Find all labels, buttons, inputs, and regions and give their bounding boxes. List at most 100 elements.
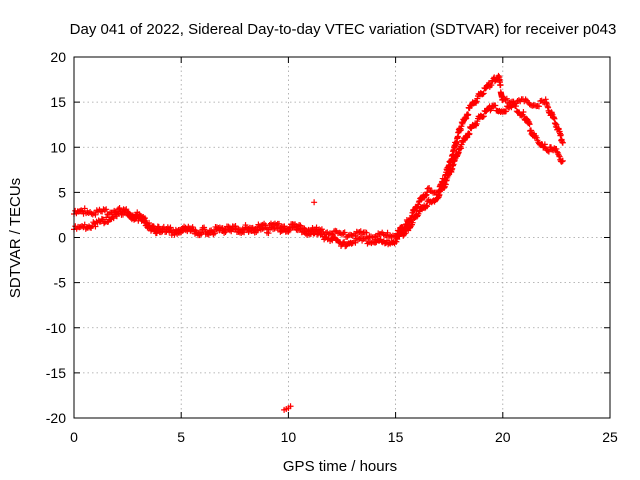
data-point <box>424 189 431 196</box>
data-point <box>92 223 99 230</box>
data-point <box>340 230 347 237</box>
data-point <box>278 228 285 235</box>
data-point <box>103 214 110 221</box>
data-point <box>357 228 364 235</box>
y-axis-label: SDTVAR / TECUs <box>7 178 24 298</box>
y-tick-label: 15 <box>50 94 66 110</box>
data-point <box>384 229 391 236</box>
data-point <box>81 205 88 212</box>
data-point <box>297 226 304 233</box>
data-point <box>331 234 338 241</box>
data-point <box>341 229 348 236</box>
data-point <box>110 215 117 222</box>
data-point <box>166 228 173 235</box>
x-tick-label: 10 <box>281 429 297 445</box>
data-point <box>363 229 370 236</box>
data-point <box>424 203 431 210</box>
data-point <box>557 131 564 138</box>
data-point <box>480 113 487 120</box>
y-tick-label: -10 <box>46 320 66 336</box>
data-point <box>101 207 108 214</box>
data-point <box>211 230 218 237</box>
data-point <box>232 225 239 232</box>
data-point <box>103 206 110 213</box>
data-point <box>502 96 509 103</box>
data-point <box>520 109 527 116</box>
data-point <box>341 238 348 245</box>
data-point <box>559 157 566 164</box>
axis-ticks: 0 5 10 15 20 25 -20 -15 -10 -5 0 5 10 15 20 <box>46 49 618 445</box>
data-point <box>190 226 197 233</box>
data-point <box>146 222 153 229</box>
data-point <box>286 227 293 234</box>
data-point <box>401 231 408 238</box>
data-point <box>363 235 370 242</box>
data-point <box>426 185 433 192</box>
y-tick-label: -15 <box>46 365 66 381</box>
data-point <box>488 82 495 89</box>
data-point <box>422 192 429 199</box>
chart-title: Day 041 of 2022, Sidereal Day-to-day VTE… <box>70 21 617 38</box>
data-point <box>318 230 325 237</box>
data-point <box>541 141 548 148</box>
data-point <box>85 209 92 216</box>
data-point <box>423 202 430 209</box>
data-point <box>555 152 562 159</box>
data-point <box>522 96 529 103</box>
data-point <box>352 232 359 239</box>
data-point <box>472 121 479 128</box>
data-point <box>473 98 480 105</box>
y-tick-label: 10 <box>50 139 66 155</box>
data-point <box>92 211 99 218</box>
data-point <box>526 121 533 128</box>
data-point <box>466 130 473 137</box>
data-point <box>544 147 551 154</box>
y-tick-label: -5 <box>54 275 67 291</box>
data-point <box>556 153 563 160</box>
data-point <box>480 90 487 97</box>
data-point <box>473 120 480 127</box>
data-point <box>78 207 85 214</box>
x-tick-label: 0 <box>70 429 78 445</box>
x-tick-label: 15 <box>388 429 404 445</box>
data-point <box>79 223 86 230</box>
data-point <box>340 239 347 246</box>
data-point <box>553 145 560 152</box>
x-axis-label: GPS time / hours <box>283 458 397 475</box>
data-point <box>174 230 181 237</box>
data-point <box>167 227 174 234</box>
data-point <box>409 219 416 226</box>
data-point <box>531 102 538 109</box>
data-point <box>238 230 245 237</box>
data-point <box>515 97 522 104</box>
data-point <box>276 225 283 232</box>
data-point <box>497 82 504 89</box>
x-tick-label: 25 <box>602 429 618 445</box>
x-tick-label: 20 <box>495 429 511 445</box>
data-point <box>503 108 510 115</box>
data-point <box>357 234 364 241</box>
y-tick-label: 5 <box>58 184 66 200</box>
data-point <box>465 111 472 118</box>
data-point <box>153 229 160 236</box>
data-point-outlier <box>311 199 318 206</box>
data-point <box>262 224 269 231</box>
data-point <box>559 139 566 146</box>
y-tick-label: 20 <box>50 49 66 65</box>
data-point <box>380 231 387 238</box>
y-tick-label: -20 <box>46 410 66 426</box>
data-point-outlier <box>287 403 294 410</box>
data-points <box>71 72 566 413</box>
data-point <box>348 232 355 239</box>
data-point <box>545 148 552 155</box>
data-point <box>472 99 479 106</box>
data-point <box>101 220 108 227</box>
data-point <box>201 226 208 233</box>
data-point <box>492 102 499 109</box>
data-point <box>512 103 519 110</box>
data-point <box>141 218 148 225</box>
data-point <box>535 103 542 110</box>
data-point <box>141 217 148 224</box>
data-point <box>503 95 510 102</box>
